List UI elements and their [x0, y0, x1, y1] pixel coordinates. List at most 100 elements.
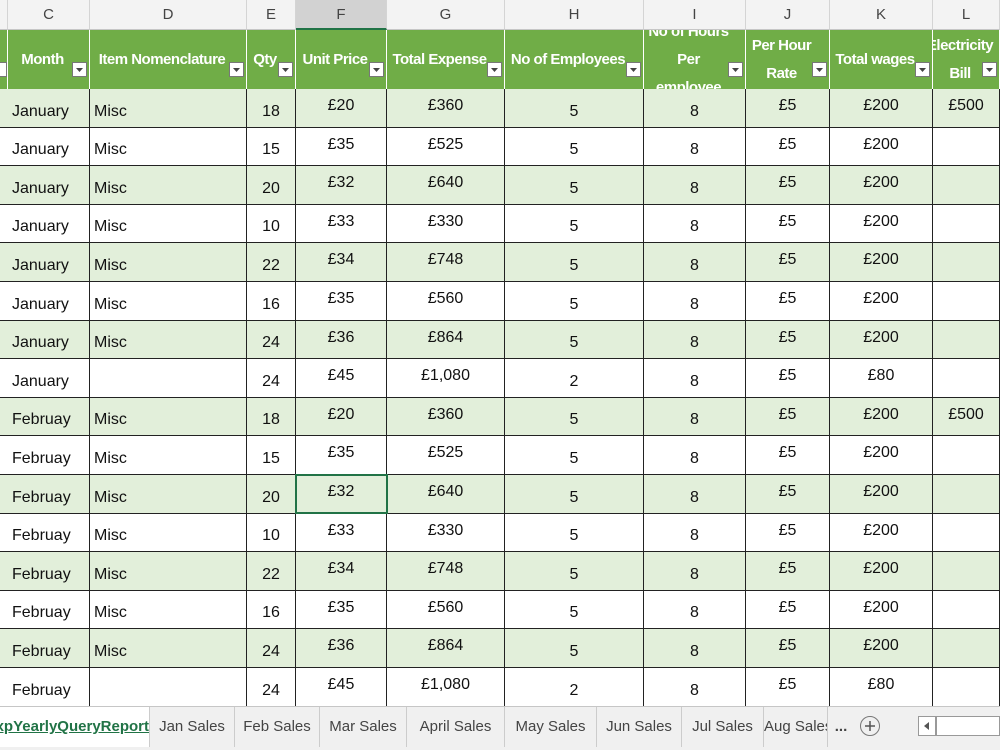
cell[interactable]: 15	[247, 127, 296, 167]
cell[interactable]: £560	[387, 590, 505, 630]
sheet-tab[interactable]: May Sales	[505, 707, 597, 747]
cell[interactable]: £200	[830, 320, 933, 360]
cell[interactable]: 5	[505, 166, 644, 205]
cell[interactable]: 5	[505, 436, 644, 475]
column-header[interactable]: C	[8, 0, 90, 30]
column-header[interactable]: J	[746, 0, 830, 30]
column-header[interactable]: D	[90, 0, 247, 30]
cell[interactable]: £640	[387, 166, 505, 205]
cell[interactable]: 5	[505, 320, 644, 360]
column-header[interactable]: L	[933, 0, 1000, 30]
cell[interactable]	[933, 243, 1000, 282]
cell[interactable]: £5	[746, 282, 830, 321]
cell[interactable]: 16	[247, 282, 296, 321]
cell[interactable]: 5	[505, 243, 644, 282]
sheet-tab[interactable]: Aug Sales	[764, 707, 828, 747]
cell[interactable]: £864	[387, 320, 505, 360]
cell[interactable]: £360	[387, 397, 505, 437]
sheet-tab[interactable]: Jun Sales	[597, 707, 682, 747]
add-sheet[interactable]	[860, 716, 880, 736]
cell[interactable]: 8	[644, 668, 746, 707]
cell[interactable]: 24	[247, 629, 296, 668]
cell[interactable]: £5	[746, 243, 830, 282]
filter-button[interactable]	[0, 62, 7, 77]
sheet-tab[interactable]: Mar Sales	[320, 707, 407, 747]
filter-button[interactable]	[487, 62, 502, 77]
cell[interactable]: £5	[746, 397, 830, 437]
cell[interactable]: £5	[746, 204, 830, 244]
cell[interactable]: £5	[746, 359, 830, 398]
cell[interactable]: £45	[296, 359, 387, 398]
sheet-tab[interactable]: Feb Sales	[235, 707, 320, 747]
cell[interactable]	[90, 668, 247, 707]
cell[interactable]: £20	[296, 397, 387, 437]
cell[interactable]: £200	[830, 282, 933, 321]
cell[interactable]: January	[8, 243, 90, 282]
cell[interactable]: January	[8, 127, 90, 167]
cell[interactable]: £20	[296, 89, 387, 128]
cell[interactable]: 5	[505, 282, 644, 321]
cell[interactable]	[933, 166, 1000, 205]
cell[interactable]: Misc	[90, 590, 247, 630]
cell[interactable]: £5	[746, 668, 830, 707]
cell[interactable]: Misc	[90, 475, 247, 514]
cell[interactable]: £80	[830, 668, 933, 707]
cell[interactable]: Februay	[8, 552, 90, 591]
cell[interactable]: £200	[830, 243, 933, 282]
cell[interactable]: 5	[505, 590, 644, 630]
cell[interactable]: £560	[387, 282, 505, 321]
cell[interactable]	[933, 552, 1000, 591]
cell[interactable]: 8	[644, 359, 746, 398]
cell[interactable]: January	[8, 204, 90, 244]
filter-button[interactable]	[812, 62, 827, 77]
cell[interactable]: 8	[644, 590, 746, 630]
scroll-left[interactable]	[918, 716, 936, 736]
cell[interactable]: £32	[296, 475, 387, 514]
cell[interactable]: £200	[830, 629, 933, 668]
filter-button[interactable]	[982, 62, 997, 77]
cell[interactable]: £200	[830, 166, 933, 205]
more-tabs[interactable]: ...	[834, 718, 848, 735]
cell[interactable]: £36	[296, 320, 387, 360]
cell[interactable]: 2	[505, 668, 644, 707]
sheet-tab[interactable]: Jan Sales	[150, 707, 235, 747]
column-header[interactable]: G	[387, 0, 505, 30]
cell[interactable]: £200	[830, 204, 933, 244]
cell[interactable]: £330	[387, 513, 505, 553]
cell[interactable]: 8	[644, 320, 746, 360]
cell[interactable]	[90, 359, 247, 398]
cell[interactable]: £200	[830, 127, 933, 167]
cell[interactable]: January	[8, 359, 90, 398]
filter-button[interactable]	[369, 62, 384, 77]
cell[interactable]: Misc	[90, 166, 247, 205]
cell[interactable]: Februay	[8, 668, 90, 707]
cell[interactable]: £500	[933, 397, 1000, 437]
cell[interactable]: 24	[247, 668, 296, 707]
cell[interactable]: £640	[387, 475, 505, 514]
cell[interactable]: £5	[746, 127, 830, 167]
cell[interactable]: Misc	[90, 243, 247, 282]
cell[interactable]: Februay	[8, 513, 90, 553]
cell[interactable]	[933, 629, 1000, 668]
cell[interactable]: January	[8, 166, 90, 205]
filter-button[interactable]	[278, 62, 293, 77]
cell[interactable]: £80	[830, 359, 933, 398]
cell[interactable]: £864	[387, 629, 505, 668]
cell[interactable]: 15	[247, 436, 296, 475]
cell[interactable]: 8	[644, 166, 746, 205]
cell[interactable]: £200	[830, 89, 933, 128]
cell[interactable]: 16	[247, 590, 296, 630]
cell[interactable]: Februay	[8, 397, 90, 437]
sheet-tab[interactable]: xpYearlyQueryReport	[0, 707, 150, 747]
cell[interactable]: £200	[830, 397, 933, 437]
cell[interactable]: 18	[247, 397, 296, 437]
filter-button[interactable]	[915, 62, 930, 77]
cell[interactable]: £200	[830, 475, 933, 514]
cell[interactable]: £525	[387, 436, 505, 475]
cell[interactable]: £34	[296, 243, 387, 282]
cell[interactable]: £5	[746, 590, 830, 630]
cell[interactable]: January	[8, 320, 90, 360]
cell[interactable]	[933, 590, 1000, 630]
cell[interactable]: £33	[296, 513, 387, 553]
cell[interactable]: 24	[247, 359, 296, 398]
